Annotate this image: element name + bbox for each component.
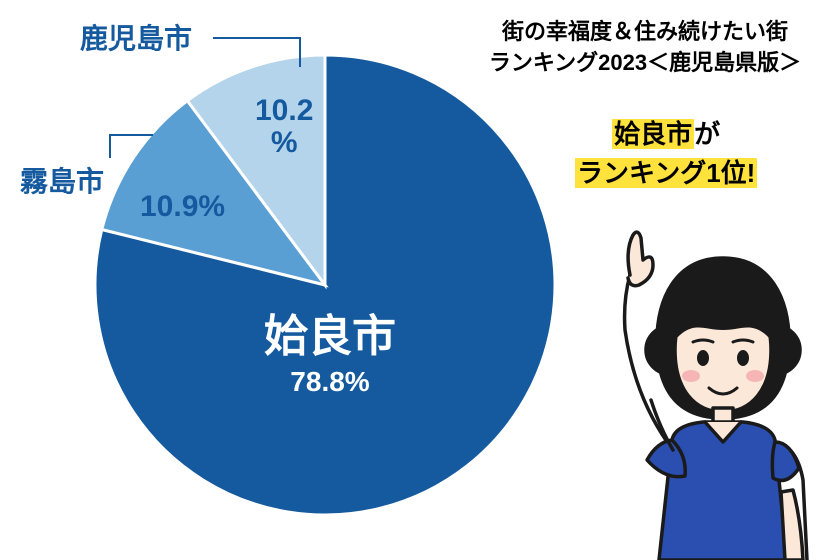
callout-p2: が [694, 119, 720, 149]
aira-name: 姶良市 [230, 300, 430, 364]
label-aira: 姶良市 78.8% [230, 300, 430, 398]
label-kagoshima: 鹿児島市 [80, 17, 192, 57]
header: 街の幸福度＆住み続けたい街 ランキング2023＜鹿児島県版＞ [465, 17, 825, 79]
callout-hl2: ランキング1位! [575, 158, 757, 188]
callout-hl1: 姶良市 [612, 119, 694, 149]
header-line2: ランキング2023＜鹿児島県版＞ [489, 50, 801, 75]
callout: 姶良市が ランキング1位! [575, 115, 757, 193]
header-line1: 街の幸福度＆住み続けたい街 [502, 19, 788, 44]
aira-pct: 78.8% [230, 366, 430, 398]
pct-kirishima: 10.9% [140, 190, 225, 224]
pct-kagoshima-u: % [271, 126, 298, 159]
pct-kagoshima-v: 10.2 [255, 94, 313, 127]
person-illustration [575, 190, 835, 560]
pct-kagoshima: 10.2 % [255, 95, 313, 158]
label-kirishima: 霧島市 [20, 160, 104, 200]
